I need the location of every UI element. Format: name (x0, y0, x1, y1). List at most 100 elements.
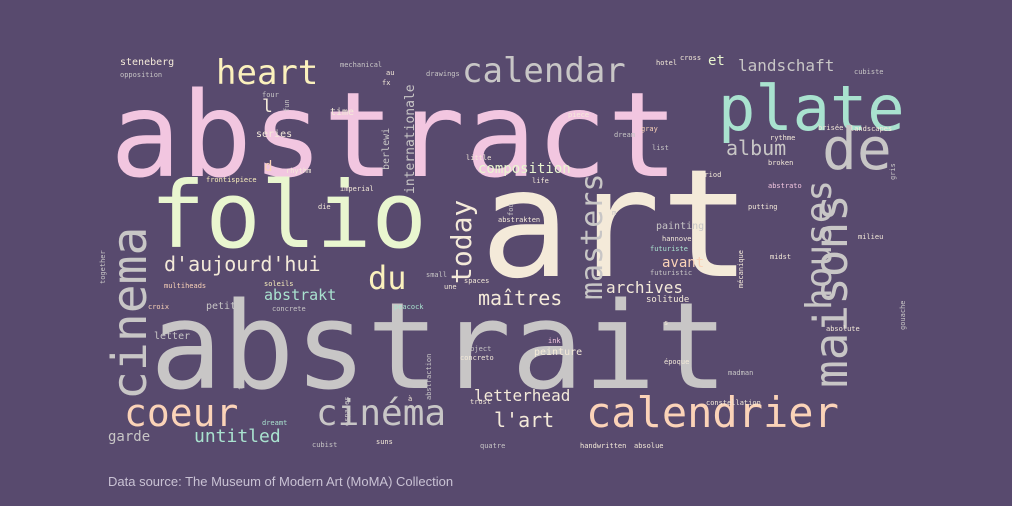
word-fun: fun (283, 99, 291, 112)
word-madman: madman (728, 369, 754, 377)
word-letter: letter (154, 331, 191, 342)
word-cross: cross (680, 54, 702, 62)
word-drawings: drawings (426, 70, 460, 78)
word-brisee: brisée (818, 124, 844, 132)
word-suns: suns (376, 438, 393, 446)
data-source-caption: Data source: The Museum of Modern Art (M… (108, 474, 454, 489)
word-letterhead: letterhead (474, 386, 571, 405)
word-object: object (466, 345, 492, 353)
word-midst: midst (770, 253, 792, 261)
word-calendrier: calendrier (586, 388, 839, 437)
word-steneberg: steneberg (120, 57, 175, 68)
word-together: together (99, 250, 107, 284)
word-futuristic: futuristic (650, 269, 693, 277)
word-du: du (368, 259, 407, 297)
word-trost: trost (470, 398, 492, 406)
word-abstraction: abstraction (425, 353, 433, 400)
word-art: art (480, 138, 751, 312)
word-dream: dream (614, 131, 636, 139)
word-period: period (696, 171, 722, 179)
word-fx: fx (382, 79, 391, 87)
word-opposition: opposition (120, 71, 163, 79)
word-soleils: soleils (264, 280, 294, 288)
word-gris: gris (889, 163, 897, 180)
word-cinema: cinema (102, 226, 158, 400)
word-et: et (708, 53, 725, 69)
word-garde: garde (108, 429, 151, 445)
word-d: d (264, 159, 273, 175)
word-m: m (612, 209, 617, 217)
word-die: die (318, 203, 331, 211)
word-small: small (426, 271, 448, 279)
word-mecanique: mécanique (737, 250, 745, 288)
word-imperial: imperial (340, 185, 374, 193)
word-croix: croix (148, 303, 170, 311)
word-milieu: milieu (858, 233, 884, 241)
word-abstrato: abstrato (768, 182, 802, 190)
word-broken: broken (768, 159, 794, 167)
word-epoque: époque (664, 358, 690, 366)
word-tokyo: tokyo (237, 368, 245, 390)
word-avant: avant (662, 255, 705, 271)
word-solitude: solitude (646, 295, 690, 305)
word-time: time (330, 107, 355, 118)
word-d-aujourd-hui: d'aujourd'hui (164, 252, 321, 276)
word-ink: ink (548, 337, 561, 345)
word-today: today (445, 199, 478, 284)
word-espaces: espaces (343, 396, 351, 426)
word-piece: piece (568, 111, 590, 119)
word-spaces: spaces (464, 277, 490, 285)
word-multiheads: multiheads (164, 282, 207, 290)
word-heart: heart (216, 53, 319, 93)
word-frontispiece: frontispiece (206, 176, 257, 184)
word-calendar: calendar (462, 51, 626, 91)
word-quatre: quatre (480, 442, 506, 450)
word-absolute: absolute (826, 325, 860, 333)
word-s: s (664, 319, 669, 327)
word-absolue: absolue (634, 442, 664, 450)
word-composition: composition (478, 161, 571, 177)
word-constellation: constellation (706, 399, 761, 407)
word-gray: gray (641, 125, 658, 133)
word-fou: fou (507, 203, 515, 216)
word-a: à (408, 395, 413, 403)
word-futuriste: futuriste (650, 245, 688, 253)
word-landschaft: landschaft (738, 56, 835, 75)
word-gouache: gouache (899, 300, 907, 330)
word-maitres: maîtres (478, 286, 563, 310)
word-abstrakten: abstrakten (498, 216, 541, 224)
word-petite: petite (206, 301, 243, 312)
word-cubiste: cubiste (854, 68, 884, 76)
word-l-art: l'art (494, 408, 555, 432)
word-berlewi: berlewi (381, 127, 392, 170)
word-de: de (822, 115, 892, 183)
word-l: l (262, 96, 273, 117)
word-dreamt: dreamt (262, 419, 288, 427)
word-landscapes: landscapes (850, 125, 893, 133)
word-rhythm: rhythm (286, 167, 312, 175)
word-album: album (726, 136, 787, 160)
word-au: au (386, 69, 395, 77)
word-abstrait: abstrait (150, 278, 728, 417)
word-peacock: peacock (394, 303, 424, 311)
word-archives: archives (606, 278, 684, 297)
word-abstrakt: abstrakt (264, 286, 337, 304)
word-handwritten: handwritten (580, 442, 627, 450)
word-list: list (652, 144, 669, 152)
word-hannover: hannover (662, 235, 696, 243)
word-rythme: rythme (770, 134, 796, 142)
word-putting: putting (748, 203, 778, 211)
word-life: life (532, 177, 549, 185)
word-hotel: hotel (656, 59, 678, 67)
word-mechanical: mechanical (340, 61, 383, 69)
word-internationale: internationale (403, 84, 418, 194)
word-plate: plate (718, 72, 905, 145)
word-cubist: cubist (312, 441, 338, 449)
word-painting: painting (656, 221, 705, 232)
word-folio: folio (150, 162, 427, 269)
word-peinture: peinture (534, 347, 583, 358)
word-cinema: cinéma (316, 393, 447, 434)
word-series: series (256, 129, 293, 140)
